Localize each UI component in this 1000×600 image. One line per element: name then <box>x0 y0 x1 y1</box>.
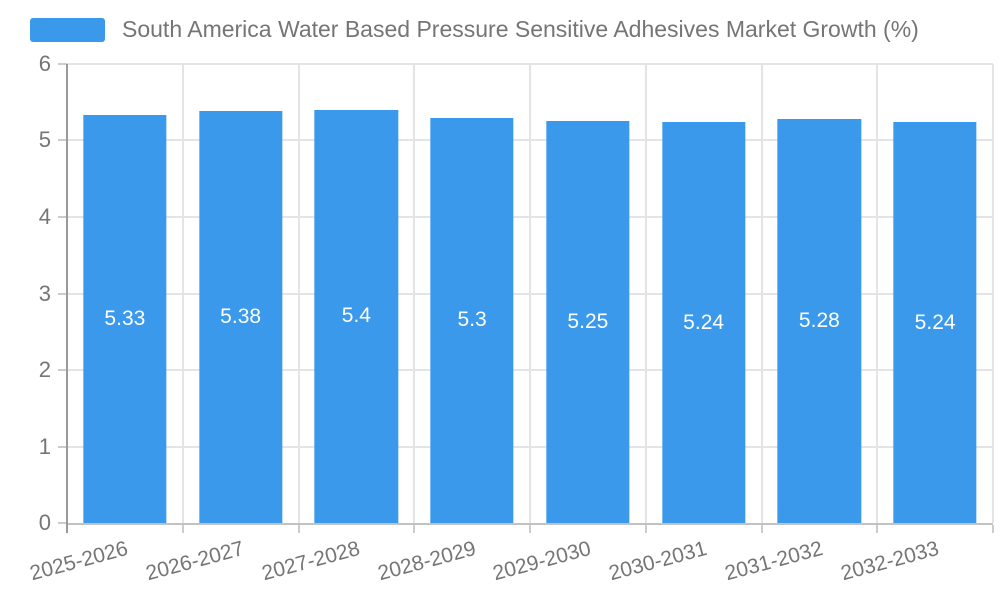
x-axis-tick-mark <box>529 525 531 533</box>
x-axis-label: 2032-2033 <box>838 537 942 586</box>
y-axis-tick-mark <box>58 139 67 142</box>
bar-2029-2030[interactable]: 5.25 <box>546 121 630 523</box>
x-axis-label: 2029-2030 <box>490 537 594 586</box>
y-axis-tick-label: 3 <box>38 280 51 306</box>
y-axis-tick-mark <box>58 368 67 371</box>
bar-value-label: 5.38 <box>220 305 262 329</box>
bar-value-label: 5.25 <box>567 310 609 334</box>
x-axis-label: 2026-2027 <box>143 537 247 586</box>
bar-2031-2032[interactable]: 5.28 <box>777 119 862 523</box>
bar-2028-2029[interactable]: 5.3 <box>430 117 514 523</box>
bar-2030-2031[interactable]: 5.24 <box>661 122 746 523</box>
bar-value-label: 5.24 <box>683 310 725 334</box>
x-axis-tick-mark <box>876 525 879 533</box>
y-axis-tick-label: 1 <box>38 433 51 459</box>
plot-area: 0 1 2 3 4 5 6 5.33 2025-2026 5.38 2026-2027 5.4 2027… <box>28 53 994 585</box>
bar-value-label: 5.4 <box>341 304 371 328</box>
x-axis-tick-mark <box>413 525 416 533</box>
x-gridline <box>644 64 647 523</box>
x-gridline <box>529 64 531 523</box>
x-gridline <box>413 64 416 523</box>
x-axis-label: 2028-2029 <box>375 537 479 586</box>
y-axis-tick-label: 2 <box>38 356 51 382</box>
x-axis-label: 2027-2028 <box>259 537 363 586</box>
x-axis-label: 2025-2026 <box>27 537 131 586</box>
bar-2027-2028[interactable]: 5.4 <box>314 109 399 523</box>
bar-value-label: 5.28 <box>798 309 840 333</box>
legend-swatch-icon <box>30 17 105 42</box>
y-axis-tick-mark <box>58 292 67 295</box>
bar-2026-2027[interactable]: 5.38 <box>198 111 283 523</box>
x-axis-tick-mark <box>760 525 763 533</box>
x-axis-tick-mark <box>644 525 647 533</box>
x-gridline <box>992 64 994 523</box>
bar-value-label: 5.33 <box>104 307 146 331</box>
y-axis-tick-label: 0 <box>38 510 51 535</box>
legend-item[interactable]: South America Water Based Pressure Sensi… <box>30 16 919 43</box>
x-axis-tick-mark <box>181 525 184 533</box>
x-axis-label: 2030-2031 <box>606 537 710 586</box>
x-axis-tick-mark <box>992 525 994 533</box>
y-axis-tick-label: 6 <box>38 51 51 76</box>
bar-2025-2026[interactable]: 5.33 <box>83 115 167 523</box>
y-axis-tick-label: 4 <box>38 203 51 229</box>
x-gridline <box>876 64 879 523</box>
x-axis-tick-mark <box>297 525 300 533</box>
bar-2032-2033[interactable]: 5.24 <box>893 122 977 523</box>
x-gridline <box>181 64 184 523</box>
bar-value-label: 5.24 <box>914 310 956 334</box>
x-gridline <box>297 64 300 523</box>
y-axis-line <box>66 64 68 533</box>
chart-title: South America Water Based Pressure Sensi… <box>122 16 919 42</box>
bar-value-label: 5.3 <box>457 308 487 332</box>
x-axis-label: 2031-2032 <box>722 537 826 586</box>
y-axis-tick-mark <box>58 215 67 218</box>
x-gridline <box>760 64 763 523</box>
y-axis-tick-label: 5 <box>38 127 51 153</box>
y-axis-tick-mark <box>58 63 67 65</box>
y-axis-tick-mark <box>58 522 67 524</box>
y-axis-tick-mark <box>58 445 67 448</box>
